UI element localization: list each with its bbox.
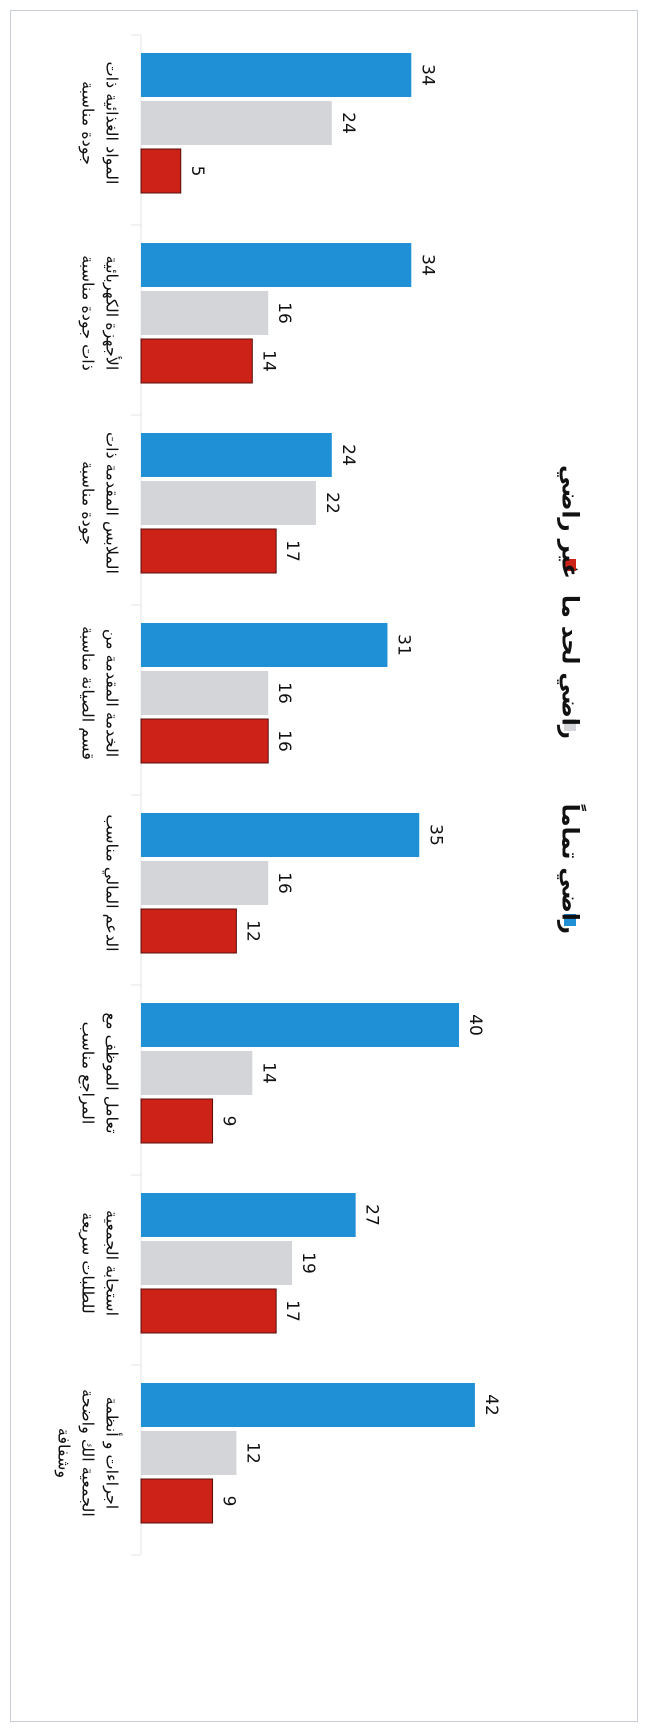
legend-swatch: [564, 914, 576, 926]
bar-fully-satisfied: [141, 1193, 356, 1237]
category-label: الجمعية الك واضحة: [78, 1389, 98, 1517]
category-label: الأجهزة الكهربائية: [102, 256, 123, 371]
category-label: المراجع مناسب: [78, 1022, 98, 1125]
legend-label: راضي تماماً: [557, 804, 587, 934]
bar-not-satisfied: [140, 528, 277, 574]
category-label: الدعم المالي مناسب: [102, 814, 122, 951]
data-label: 24: [338, 112, 358, 134]
bar-somewhat-satisfied: [140, 1241, 293, 1285]
bar-somewhat-satisfied: [141, 481, 316, 525]
bar-fully-satisfied: [141, 1383, 475, 1427]
bar-fully-satisfied: [140, 433, 332, 477]
data-label: 9: [219, 1116, 239, 1127]
data-label: 16: [274, 730, 294, 752]
bar-somewhat-satisfied: [141, 861, 269, 905]
category-label: جودة مناسبة: [78, 81, 98, 165]
legend-label: راضي لحد ما: [557, 595, 583, 739]
bar-fully-satisfied: [141, 813, 420, 857]
bar-not-satisfied: [140, 1478, 214, 1524]
category-label: وشفافة: [54, 1428, 74, 1478]
bar-somewhat-satisfied: [140, 1431, 237, 1475]
bar-not-satisfied: [140, 1288, 277, 1334]
data-label: 12: [242, 1442, 262, 1464]
bar-not-satisfied: [140, 718, 269, 764]
data-label: 17: [282, 540, 302, 562]
bar-fully-satisfied: [141, 1003, 459, 1047]
data-label: 14: [258, 350, 278, 372]
bar-not-satisfied: [140, 908, 237, 954]
data-label: 27: [362, 1204, 382, 1226]
category-label: قسم الصيانة مناسبة: [79, 626, 98, 760]
data-label: 40: [465, 1014, 485, 1036]
legend-label: غير راضي: [557, 465, 583, 579]
data-label: 34: [417, 64, 437, 86]
category-label: اجراءات و أنظمة: [102, 1397, 123, 1509]
category-label: استجابة الجمعية: [103, 1210, 122, 1316]
data-label: 22: [322, 492, 342, 514]
bar-somewhat-satisfied: [141, 291, 269, 335]
category-label: جودة مناسبة: [78, 461, 98, 545]
data-label: 16: [274, 302, 294, 324]
chart-frame: 34 24 5 المواد الغذائية ذات جودة مناسبة 34 16 1…: [10, 10, 638, 1722]
data-label: 19: [298, 1252, 318, 1274]
category-label: الملابس المقدمة ذات: [102, 432, 122, 574]
data-label: 35: [425, 824, 445, 846]
category-label: تعامل الموظف مع: [102, 1012, 122, 1133]
data-label: 16: [274, 682, 294, 704]
data-label: 14: [258, 1062, 278, 1084]
category-label: الخدمة المقدمة من: [102, 629, 122, 757]
category-label: المواد الغذائية ذات: [102, 62, 122, 185]
legend-swatch: [564, 719, 576, 731]
bar-somewhat-satisfied: [141, 671, 269, 715]
data-label: 17: [282, 1300, 302, 1322]
data-label: 9: [219, 1496, 239, 1507]
data-label: 34: [417, 254, 437, 276]
data-label: 5: [187, 166, 207, 177]
data-label: 12: [242, 920, 262, 942]
data-label: 42: [481, 1394, 501, 1416]
bar-somewhat-satisfied: [140, 101, 332, 145]
data-label: 31: [393, 634, 413, 656]
data-label: 24: [338, 444, 358, 466]
category-label: ذات جودة مناسبة: [78, 255, 98, 371]
category-label: للطلبات سريعة: [78, 1212, 98, 1313]
bar-not-satisfied: [140, 1098, 214, 1144]
bar-fully-satisfied: [141, 53, 412, 97]
data-label: 16: [274, 872, 294, 894]
bar-somewhat-satisfied: [140, 1051, 253, 1095]
bar-not-satisfied: [140, 148, 182, 194]
bar-fully-satisfied: [141, 623, 388, 667]
bar-not-satisfied: [140, 338, 253, 384]
bar-fully-satisfied: [141, 243, 412, 287]
legend-swatch: [564, 559, 576, 571]
